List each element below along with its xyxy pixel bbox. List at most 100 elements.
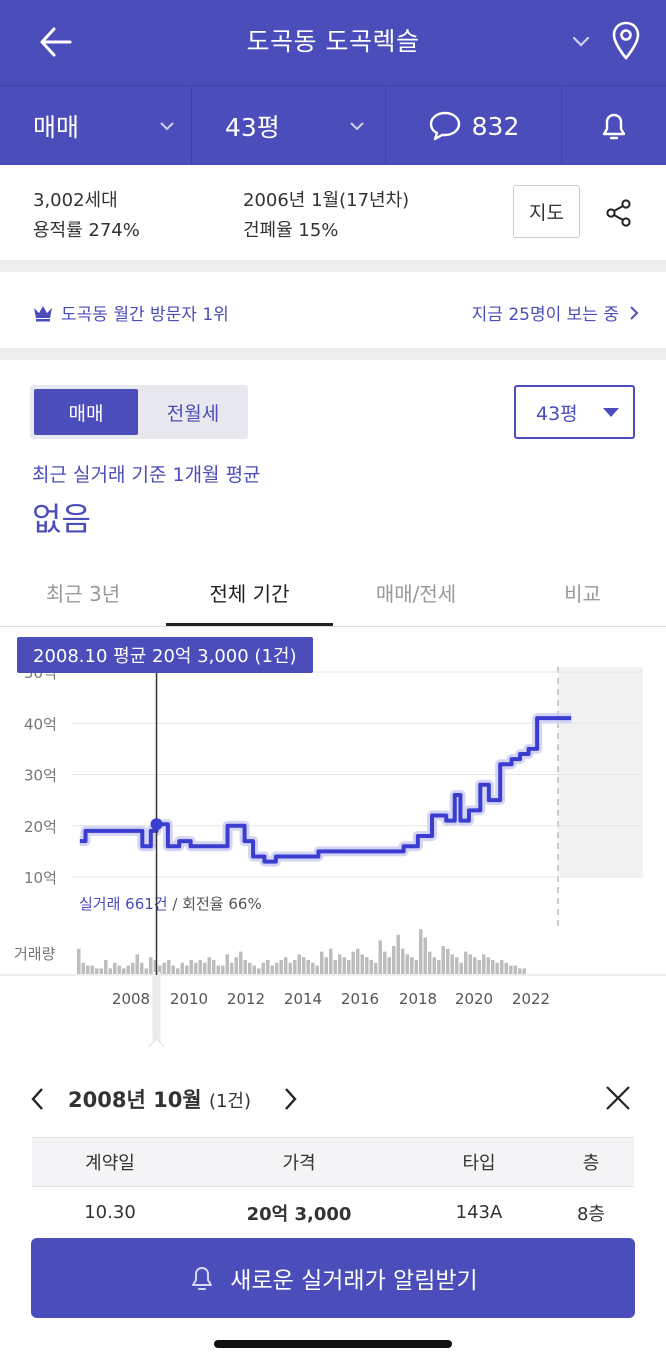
volume-bar [113, 962, 117, 974]
volume-bar [153, 960, 157, 974]
volume-bar [378, 940, 382, 974]
location-pin-icon[interactable] [610, 20, 642, 62]
share-icon[interactable] [604, 198, 634, 228]
volume-bar [324, 957, 328, 974]
volume-bar [99, 968, 103, 974]
trade-stats: 실거래 661건 / 회전율 66% [79, 895, 262, 913]
x-tick-label: 2012 [227, 990, 265, 1008]
volume-bar [95, 968, 99, 974]
volume-bar [365, 957, 369, 974]
visitor-rank-banner[interactable]: 도곡동 월간 방문자 1위 지금 25명이 보는 중 [0, 272, 666, 348]
cell-floor: 8층 [576, 1203, 605, 1225]
volume-bar [288, 962, 292, 974]
close-icon[interactable] [604, 1084, 632, 1112]
comments-button[interactable]: 832 [386, 86, 562, 166]
future-area [558, 667, 643, 877]
volume-bar [230, 962, 234, 974]
size-select[interactable]: 43평 [192, 86, 386, 166]
price-band [79, 713, 572, 867]
volume-bar [428, 951, 432, 974]
volume-bar [180, 962, 184, 974]
top-bar: 도곡동 도곡렉슬 [0, 0, 666, 85]
volume-bar [293, 960, 297, 974]
home-indicator [214, 1340, 452, 1348]
volume-bar [216, 965, 220, 974]
crown-icon [34, 305, 52, 321]
volume-bar [225, 954, 229, 974]
x-tick-label: 2022 [512, 990, 550, 1008]
map-button[interactable]: 지도 [513, 185, 580, 238]
alert-button[interactable] [562, 86, 666, 166]
size-dropdown[interactable]: 43평 [514, 385, 635, 439]
chevron-down-icon[interactable] [570, 30, 592, 52]
volume-bar [414, 960, 418, 974]
cursor-track [152, 972, 161, 1042]
trade-count: 실거래 661건 [79, 895, 172, 913]
tab-all-period[interactable]: 전체 기간 [209, 582, 290, 606]
y-tick-label: 30억 [24, 767, 57, 785]
x-tick-label: 2014 [284, 990, 322, 1008]
detail-month: 2008년 10월 [68, 1088, 202, 1112]
chevron-right-icon[interactable] [282, 1087, 298, 1111]
volume-bar [482, 954, 486, 974]
volume-bar [176, 968, 180, 974]
volume-bar [140, 962, 144, 974]
volume-bar [126, 965, 130, 974]
volume-bar [221, 965, 225, 974]
volume-bar [297, 954, 301, 974]
volume-bar [149, 957, 153, 974]
deal-type-select[interactable]: 매매 [0, 86, 192, 166]
highlight-point[interactable] [150, 818, 163, 831]
volume-bar [122, 968, 126, 974]
volume-bar [248, 962, 252, 974]
table-row: 10.30 20억 3,000 143A 8층 [32, 1187, 634, 1239]
price-chart[interactable]: 10억 20억 30억 40억 50억 거래량 실거래 661건 / 회전율 66% 2008… [0, 627, 666, 1049]
volume-bar [356, 948, 360, 974]
tab-recent-3y[interactable]: 최근 3년 [45, 582, 121, 606]
back-arrow-icon[interactable] [36, 22, 76, 62]
x-tick-label: 2008 [112, 990, 150, 1008]
x-tick-label: 2016 [341, 990, 379, 1008]
volume-bar [270, 965, 274, 974]
volume-bar [302, 957, 306, 974]
volume-bar [347, 960, 351, 974]
volume-bar [135, 954, 139, 974]
chevron-down-icon [160, 122, 174, 131]
volume-bar [194, 962, 198, 974]
toggle-rent[interactable]: 전월세 [166, 402, 220, 425]
y-tick-label: 20억 [24, 818, 57, 836]
toggle-sale[interactable]: 매매 [34, 389, 138, 435]
volume-bar [104, 960, 108, 974]
volume-bar [144, 968, 148, 974]
price-alert-button[interactable]: 새로운 실거래가 알림받기 [31, 1238, 635, 1318]
bell-icon [192, 1267, 213, 1290]
volume-bar [405, 954, 409, 974]
viewers-text: 지금 25명이 보는 중 [471, 305, 619, 325]
bell-icon [602, 113, 626, 140]
col-date: 계약일 [85, 1153, 135, 1174]
volume-bar [410, 957, 414, 974]
volume-bar [167, 960, 171, 974]
transaction-table: 계약일 가격 타입 층 10.30 20억 3,000 143A 8층 [32, 1137, 634, 1239]
complex-info: 3,002세대 용적률 274% 2006년 1월(17년차) 건폐율 15% … [0, 165, 666, 260]
volume-bar [441, 946, 445, 974]
volume-bar [450, 954, 454, 974]
volume-bar [369, 960, 373, 974]
volume-bar [504, 962, 508, 974]
x-tick-label: 2018 [399, 990, 437, 1008]
volume-bar [306, 960, 310, 974]
tab-compare[interactable]: 비교 [564, 582, 601, 606]
volume-bar [279, 960, 283, 974]
volume-label: 거래량 [14, 945, 56, 963]
chevron-left-icon[interactable] [30, 1087, 46, 1111]
volume-bar [477, 960, 481, 974]
building-coverage: 건폐율 15% [243, 220, 339, 241]
x-tick-label: 2010 [170, 990, 208, 1008]
y-tick-label: 10억 [24, 869, 57, 887]
volume-bar [261, 962, 265, 974]
tab-sale-jeonse[interactable]: 매매/전세 [375, 582, 457, 606]
cell-type: 143A [455, 1202, 503, 1223]
volume-bar [275, 962, 279, 974]
volume-bar [473, 957, 477, 974]
volume-bar [437, 960, 441, 974]
